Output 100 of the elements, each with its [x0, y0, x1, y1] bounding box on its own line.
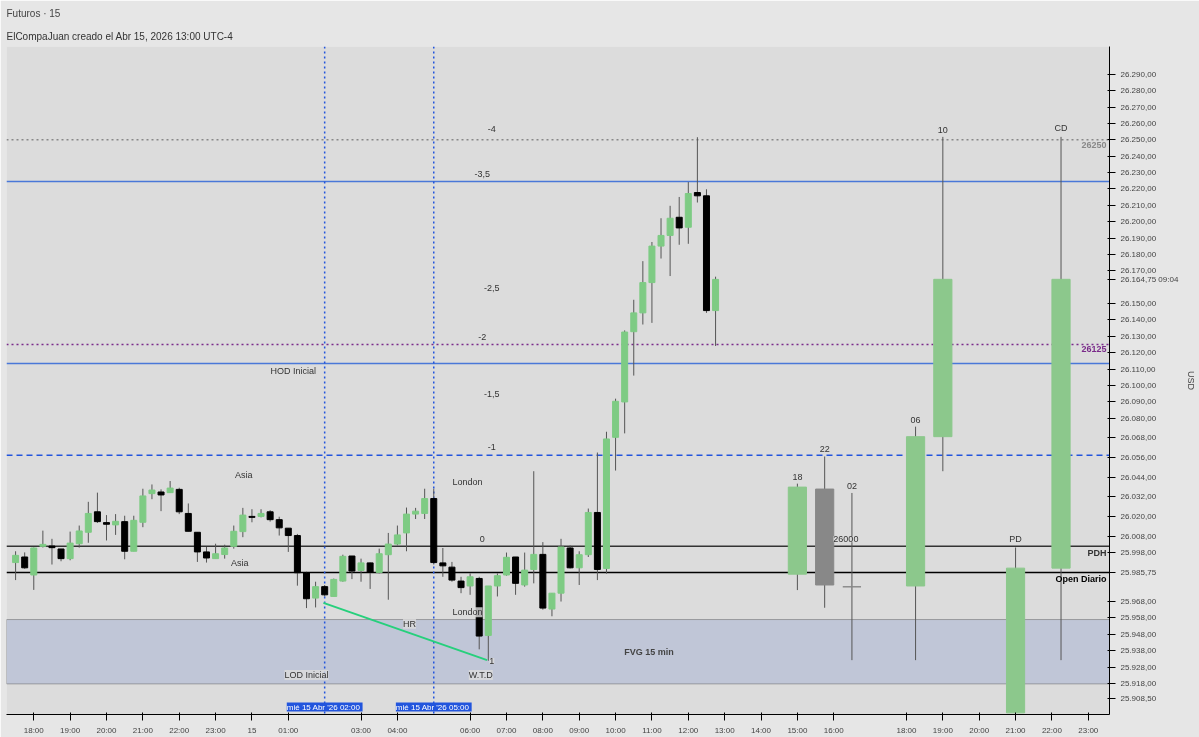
candlestick: [548, 592, 556, 617]
x-tick-label: 18:00: [23, 725, 45, 735]
y-tick-label: 26.190,00: [1120, 233, 1157, 243]
chart-subtitle: Futuros · 15: [6, 7, 61, 19]
x-tick-label: 10:00: [605, 725, 627, 735]
x-tick-label: 23:00: [205, 725, 227, 735]
x-tick-label: 23:00: [1078, 725, 1099, 735]
x-tick-label: 15: [247, 725, 257, 735]
annotation: 1: [489, 656, 495, 667]
annotation: PD: [1009, 533, 1023, 544]
candlestick: [148, 483, 156, 500]
annotation: -1: [487, 442, 496, 453]
y-tick-label: 26.230,00: [1120, 168, 1157, 178]
y-axis-title: USD: [1186, 371, 1197, 391]
candlestick: [384, 532, 392, 601]
ref-line-label: mié 15 Abr '26 02:00: [286, 702, 361, 712]
candlestick: [193, 531, 201, 563]
x-tick-label: 19:00: [60, 725, 81, 735]
y-tick-label: 26.260,00: [1120, 118, 1157, 128]
candlestick: [239, 507, 247, 538]
candlestick: [630, 299, 638, 377]
candlestick: [357, 558, 365, 583]
x-tick-label: 09:00: [569, 725, 590, 735]
x-tick-label: 14:00: [751, 725, 772, 735]
y-tick-label: 26.110,00: [1120, 364, 1157, 374]
annotation: W.T.D: [468, 670, 494, 681]
candlestick: [112, 513, 120, 536]
x-tick-label: 18:00: [896, 725, 918, 735]
candlestick: [39, 530, 47, 548]
annotation: HOD Inicial: [270, 366, 317, 377]
candlestick: [502, 552, 510, 577]
y-tick-label: 26.068,00: [1120, 433, 1157, 443]
annotation: -2: [478, 332, 487, 343]
x-tick-label: 20:00: [969, 725, 990, 735]
y-tick-label: 26.290,00: [1120, 69, 1157, 79]
y-tick-label: 26.170,00: [1120, 266, 1157, 276]
y-tick-label: 26.100,00: [1120, 380, 1157, 390]
y-tick-label: 26.200,00: [1120, 217, 1157, 227]
annotation: 02: [846, 480, 857, 491]
chart-title: ElCompaJuan creado el Abr 15, 2026 13:00 UTC-4: [6, 30, 234, 42]
candlestick: [521, 552, 529, 588]
x-tick-label: 15:00: [787, 725, 808, 735]
y-tick-label: 25.958,00: [1120, 613, 1157, 623]
candlestick: [375, 548, 383, 574]
x-tick-label: 21:00: [132, 725, 154, 735]
y-tick-label: 26.280,00: [1120, 86, 1157, 96]
y-tick-label: 25.998,00: [1120, 547, 1157, 557]
x-tick-label: 16:00: [823, 725, 845, 735]
annotation: London: [452, 607, 483, 618]
candlestick: [466, 572, 474, 596]
ref-line-label: 26250: [1081, 139, 1107, 150]
candlestick: [184, 502, 192, 532]
x-tick-label: 22:00: [169, 725, 190, 735]
candlestick: [75, 525, 83, 549]
candlestick: [157, 488, 165, 512]
y-tick-label: 26.210,00: [1120, 200, 1157, 210]
y-tick-label: 26.008,00: [1120, 531, 1157, 541]
y-tick-label: 25.928,00: [1120, 662, 1157, 672]
y-tick-label: 26.164,75 09:04: [1120, 274, 1179, 284]
y-tick-label: 26.020,00: [1120, 511, 1157, 521]
y-tick-label: 26.180,00: [1120, 249, 1157, 259]
y-tick-label: 26.130,00: [1120, 331, 1157, 341]
candlestick: [257, 508, 265, 518]
y-tick-label: 26.150,00: [1120, 299, 1157, 309]
candlestick: [457, 576, 465, 594]
annotation: Asia: [234, 469, 253, 480]
y-tick-label: 26.080,00: [1120, 413, 1157, 423]
x-tick-label: 20:00: [96, 725, 118, 735]
y-tick-label: 26.044,00: [1120, 472, 1157, 482]
candlestick: [421, 488, 429, 520]
y-tick-label: 26.120,00: [1120, 348, 1157, 358]
annotation: London: [452, 477, 483, 488]
y-tick-label: 25.985,75: [1120, 567, 1157, 577]
y-tick-label: 26.270,00: [1120, 102, 1157, 112]
candlestick: [66, 531, 74, 561]
x-tick-label: 01:00: [278, 725, 299, 735]
x-tick-label: 19:00: [932, 725, 954, 735]
y-tick-label: 26.140,00: [1120, 315, 1157, 325]
candlestick: [12, 550, 20, 581]
annotation: 18: [792, 471, 803, 482]
x-tick-label: 22:00: [1041, 725, 1063, 735]
y-tick-label: 25.968,00: [1120, 597, 1157, 607]
candlestick: [284, 527, 292, 553]
annotation: LOD Inicial: [284, 669, 329, 680]
candlestick: [103, 514, 110, 541]
y-tick-label: 25.908,50: [1120, 694, 1157, 704]
y-tick-label: 26.220,00: [1120, 184, 1157, 194]
y-tick-label: 25.918,00: [1120, 678, 1157, 688]
ref-line-label: PDH: [1087, 548, 1107, 559]
annotation: -1,5: [484, 388, 500, 399]
x-tick-label: 03:00: [351, 725, 372, 735]
y-tick-label: 26.240,00: [1120, 151, 1157, 161]
y-tick-label: 25.938,00: [1120, 646, 1157, 656]
candlestick: [93, 492, 101, 524]
annotation: 0: [479, 534, 485, 545]
annotation: -3,5: [474, 169, 491, 180]
candlestick: [657, 217, 665, 260]
candlestick: [312, 581, 320, 608]
candlestick: [275, 516, 283, 537]
x-tick-label: 11:00: [642, 725, 663, 735]
